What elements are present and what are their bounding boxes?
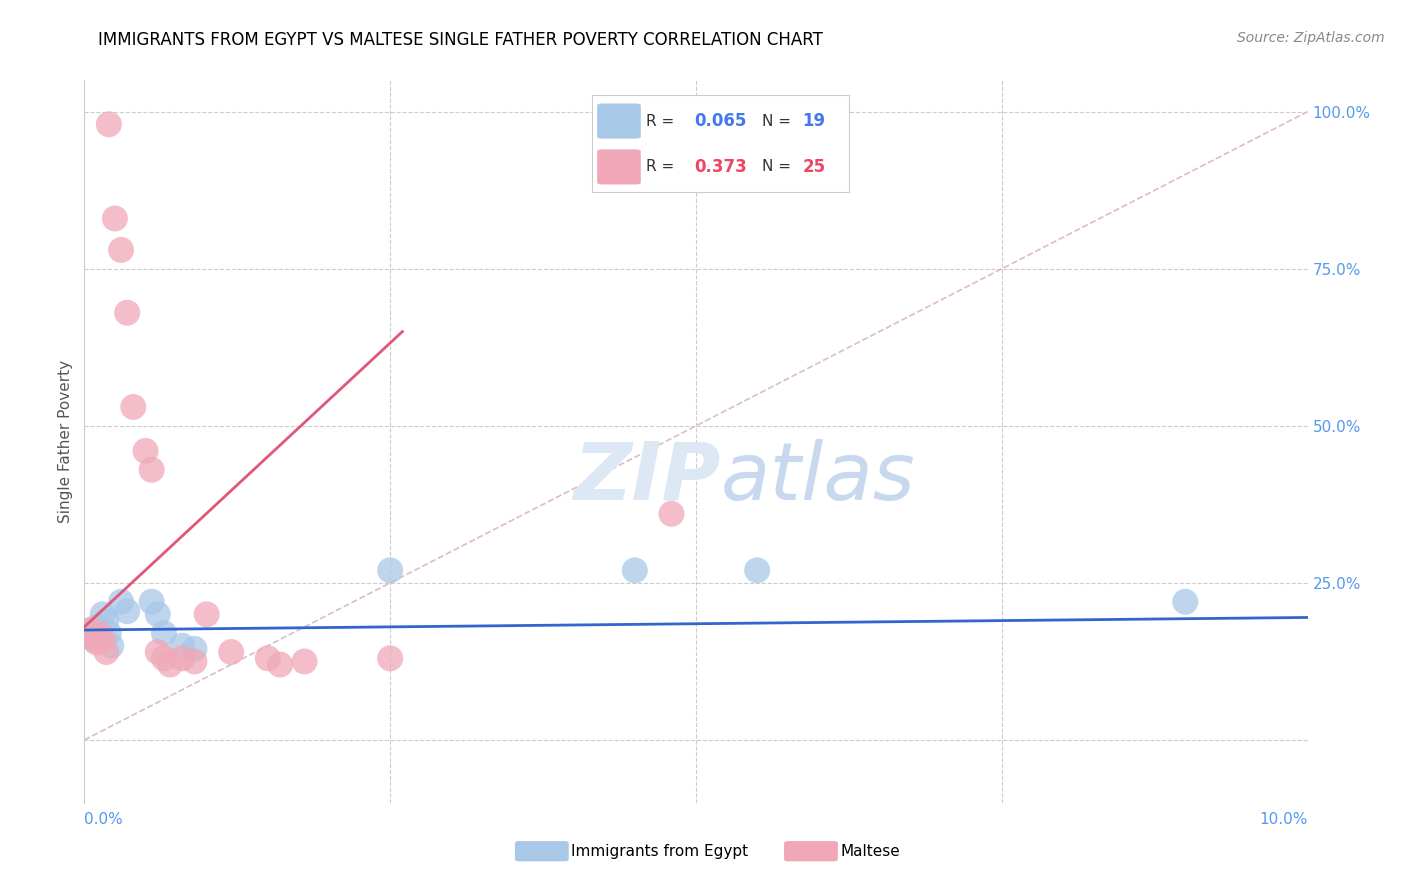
- Point: [83, 632, 105, 647]
- Point: [380, 651, 402, 665]
- Point: [96, 645, 118, 659]
- Point: [195, 607, 218, 622]
- Point: [146, 607, 169, 622]
- Point: [624, 563, 647, 577]
- Point: [79, 626, 101, 640]
- Point: [183, 641, 205, 656]
- Text: Immigrants from Egypt: Immigrants from Egypt: [571, 844, 748, 859]
- Point: [141, 463, 163, 477]
- Point: [159, 657, 181, 672]
- Point: [146, 645, 169, 659]
- Point: [79, 623, 101, 637]
- Point: [91, 607, 114, 622]
- Point: [1174, 595, 1197, 609]
- Point: [172, 639, 194, 653]
- Point: [269, 657, 291, 672]
- Point: [183, 655, 205, 669]
- Point: [97, 117, 120, 131]
- FancyBboxPatch shape: [785, 841, 838, 862]
- Point: [110, 243, 132, 257]
- Point: [747, 563, 769, 577]
- Y-axis label: Single Father Poverty: Single Father Poverty: [58, 360, 73, 523]
- Point: [87, 626, 110, 640]
- Point: [100, 639, 122, 653]
- Point: [115, 306, 138, 320]
- Point: [104, 211, 127, 226]
- Point: [257, 651, 280, 665]
- Point: [153, 651, 176, 665]
- Text: atlas: atlas: [720, 439, 915, 516]
- Point: [219, 645, 242, 659]
- Text: IMMIGRANTS FROM EGYPT VS MALTESE SINGLE FATHER POVERTY CORRELATION CHART: IMMIGRANTS FROM EGYPT VS MALTESE SINGLE …: [98, 31, 824, 49]
- Point: [83, 632, 105, 647]
- Point: [86, 620, 108, 634]
- Point: [110, 595, 132, 609]
- Point: [91, 632, 114, 647]
- Point: [122, 400, 145, 414]
- Point: [86, 635, 108, 649]
- Point: [661, 507, 683, 521]
- Point: [135, 444, 157, 458]
- Point: [172, 651, 194, 665]
- Point: [96, 614, 118, 628]
- Text: 10.0%: 10.0%: [1260, 813, 1308, 827]
- Text: Source: ZipAtlas.com: Source: ZipAtlas.com: [1237, 31, 1385, 45]
- Point: [294, 655, 316, 669]
- FancyBboxPatch shape: [515, 841, 569, 862]
- Point: [380, 563, 402, 577]
- Point: [141, 595, 163, 609]
- Point: [97, 626, 120, 640]
- Point: [115, 604, 138, 618]
- Point: [153, 626, 176, 640]
- Text: Maltese: Maltese: [841, 844, 900, 859]
- Text: ZIP: ZIP: [574, 439, 720, 516]
- Point: [87, 626, 110, 640]
- Text: 0.0%: 0.0%: [84, 813, 124, 827]
